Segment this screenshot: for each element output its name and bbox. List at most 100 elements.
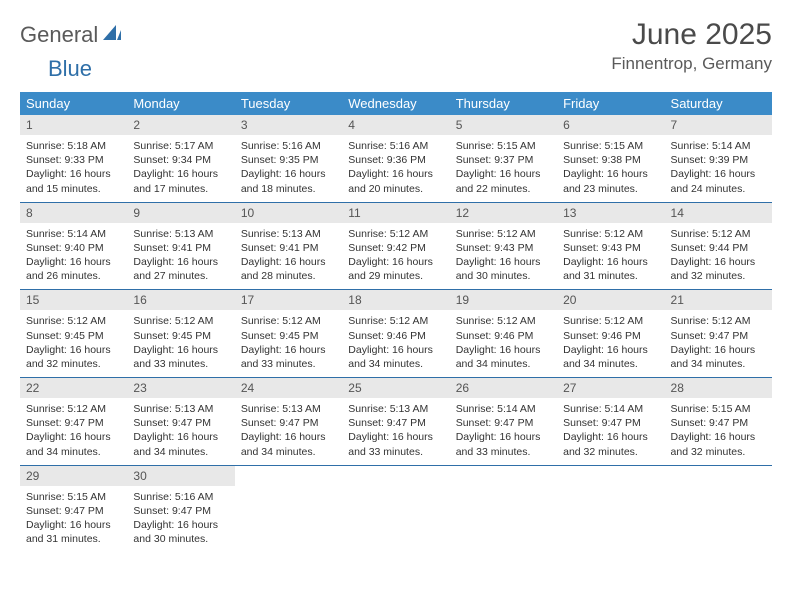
day-details: Sunrise: 5:12 AMSunset: 9:45 PMDaylight:…	[20, 310, 127, 377]
day-number: 20	[557, 290, 664, 310]
day-details: Sunrise: 5:13 AMSunset: 9:41 PMDaylight:…	[127, 223, 234, 290]
day-details: Sunrise: 5:15 AMSunset: 9:47 PMDaylight:…	[665, 398, 772, 465]
day-details: Sunrise: 5:13 AMSunset: 9:47 PMDaylight:…	[127, 398, 234, 465]
calendar-day-cell: 5Sunrise: 5:15 AMSunset: 9:37 PMDaylight…	[450, 115, 557, 202]
calendar-day-cell: 8Sunrise: 5:14 AMSunset: 9:40 PMDaylight…	[20, 202, 127, 290]
calendar-day-cell: 30Sunrise: 5:16 AMSunset: 9:47 PMDayligh…	[127, 465, 234, 552]
weekday-header: Monday	[127, 92, 234, 115]
day-number: 24	[235, 378, 342, 398]
day-number: 4	[342, 115, 449, 135]
calendar-day-cell: 3Sunrise: 5:16 AMSunset: 9:35 PMDaylight…	[235, 115, 342, 202]
calendar-day-cell: 15Sunrise: 5:12 AMSunset: 9:45 PMDayligh…	[20, 290, 127, 378]
day-details: Sunrise: 5:13 AMSunset: 9:47 PMDaylight:…	[342, 398, 449, 465]
calendar-week-row: 22Sunrise: 5:12 AMSunset: 9:47 PMDayligh…	[20, 378, 772, 466]
day-number: 15	[20, 290, 127, 310]
day-number: 23	[127, 378, 234, 398]
calendar-day-cell: 26Sunrise: 5:14 AMSunset: 9:47 PMDayligh…	[450, 378, 557, 466]
day-number: 28	[665, 378, 772, 398]
weekday-header: Thursday	[450, 92, 557, 115]
day-details: Sunrise: 5:13 AMSunset: 9:47 PMDaylight:…	[235, 398, 342, 465]
day-details: Sunrise: 5:12 AMSunset: 9:46 PMDaylight:…	[557, 310, 664, 377]
day-details: Sunrise: 5:15 AMSunset: 9:37 PMDaylight:…	[450, 135, 557, 202]
day-number: 1	[20, 115, 127, 135]
calendar-day-cell: 20Sunrise: 5:12 AMSunset: 9:46 PMDayligh…	[557, 290, 664, 378]
day-number: 21	[665, 290, 772, 310]
day-number: 11	[342, 203, 449, 223]
calendar-day-cell: 16Sunrise: 5:12 AMSunset: 9:45 PMDayligh…	[127, 290, 234, 378]
calendar-day-cell: 17Sunrise: 5:12 AMSunset: 9:45 PMDayligh…	[235, 290, 342, 378]
day-details: Sunrise: 5:12 AMSunset: 9:47 PMDaylight:…	[665, 310, 772, 377]
calendar-empty-cell	[235, 465, 342, 552]
day-details: Sunrise: 5:12 AMSunset: 9:42 PMDaylight:…	[342, 223, 449, 290]
calendar-day-cell: 18Sunrise: 5:12 AMSunset: 9:46 PMDayligh…	[342, 290, 449, 378]
calendar-empty-cell	[557, 465, 664, 552]
calendar-day-cell: 14Sunrise: 5:12 AMSunset: 9:44 PMDayligh…	[665, 202, 772, 290]
calendar-day-cell: 11Sunrise: 5:12 AMSunset: 9:42 PMDayligh…	[342, 202, 449, 290]
day-number: 14	[665, 203, 772, 223]
day-number: 22	[20, 378, 127, 398]
day-number: 18	[342, 290, 449, 310]
calendar-day-cell: 13Sunrise: 5:12 AMSunset: 9:43 PMDayligh…	[557, 202, 664, 290]
day-number: 10	[235, 203, 342, 223]
weekday-header: Friday	[557, 92, 664, 115]
calendar-day-cell: 25Sunrise: 5:13 AMSunset: 9:47 PMDayligh…	[342, 378, 449, 466]
calendar-empty-cell	[342, 465, 449, 552]
weekday-header: Wednesday	[342, 92, 449, 115]
calendar-week-row: 1Sunrise: 5:18 AMSunset: 9:33 PMDaylight…	[20, 115, 772, 202]
calendar-empty-cell	[665, 465, 772, 552]
weekday-header: Tuesday	[235, 92, 342, 115]
day-number: 6	[557, 115, 664, 135]
calendar-day-cell: 10Sunrise: 5:13 AMSunset: 9:41 PMDayligh…	[235, 202, 342, 290]
day-number: 9	[127, 203, 234, 223]
day-number: 29	[20, 466, 127, 486]
day-details: Sunrise: 5:14 AMSunset: 9:47 PMDaylight:…	[557, 398, 664, 465]
weekday-header-row: SundayMondayTuesdayWednesdayThursdayFrid…	[20, 92, 772, 115]
day-number: 27	[557, 378, 664, 398]
day-details: Sunrise: 5:12 AMSunset: 9:46 PMDaylight:…	[450, 310, 557, 377]
calendar-day-cell: 24Sunrise: 5:13 AMSunset: 9:47 PMDayligh…	[235, 378, 342, 466]
calendar-day-cell: 27Sunrise: 5:14 AMSunset: 9:47 PMDayligh…	[557, 378, 664, 466]
day-number: 13	[557, 203, 664, 223]
day-details: Sunrise: 5:12 AMSunset: 9:44 PMDaylight:…	[665, 223, 772, 290]
calendar-day-cell: 29Sunrise: 5:15 AMSunset: 9:47 PMDayligh…	[20, 465, 127, 552]
logo-text-blue: Blue	[48, 56, 792, 82]
day-details: Sunrise: 5:16 AMSunset: 9:35 PMDaylight:…	[235, 135, 342, 202]
day-details: Sunrise: 5:13 AMSunset: 9:41 PMDaylight:…	[235, 223, 342, 290]
day-number: 30	[127, 466, 234, 486]
calendar-empty-cell	[450, 465, 557, 552]
calendar-week-row: 15Sunrise: 5:12 AMSunset: 9:45 PMDayligh…	[20, 290, 772, 378]
day-number: 5	[450, 115, 557, 135]
calendar-day-cell: 1Sunrise: 5:18 AMSunset: 9:33 PMDaylight…	[20, 115, 127, 202]
day-details: Sunrise: 5:12 AMSunset: 9:45 PMDaylight:…	[235, 310, 342, 377]
day-details: Sunrise: 5:15 AMSunset: 9:47 PMDaylight:…	[20, 486, 127, 553]
day-details: Sunrise: 5:12 AMSunset: 9:43 PMDaylight:…	[557, 223, 664, 290]
day-number: 17	[235, 290, 342, 310]
day-number: 12	[450, 203, 557, 223]
day-details: Sunrise: 5:14 AMSunset: 9:47 PMDaylight:…	[450, 398, 557, 465]
day-number: 26	[450, 378, 557, 398]
day-details: Sunrise: 5:12 AMSunset: 9:47 PMDaylight:…	[20, 398, 127, 465]
calendar-day-cell: 9Sunrise: 5:13 AMSunset: 9:41 PMDaylight…	[127, 202, 234, 290]
calendar-week-row: 8Sunrise: 5:14 AMSunset: 9:40 PMDaylight…	[20, 202, 772, 290]
day-details: Sunrise: 5:12 AMSunset: 9:43 PMDaylight:…	[450, 223, 557, 290]
calendar-week-row: 29Sunrise: 5:15 AMSunset: 9:47 PMDayligh…	[20, 465, 772, 552]
logo: General	[20, 18, 124, 48]
calendar-table: SundayMondayTuesdayWednesdayThursdayFrid…	[20, 92, 772, 552]
day-details: Sunrise: 5:17 AMSunset: 9:34 PMDaylight:…	[127, 135, 234, 202]
logo-sail-icon	[102, 24, 122, 47]
calendar-day-cell: 28Sunrise: 5:15 AMSunset: 9:47 PMDayligh…	[665, 378, 772, 466]
logo-text-general: General	[20, 22, 98, 48]
calendar-day-cell: 21Sunrise: 5:12 AMSunset: 9:47 PMDayligh…	[665, 290, 772, 378]
day-details: Sunrise: 5:16 AMSunset: 9:36 PMDaylight:…	[342, 135, 449, 202]
calendar-day-cell: 2Sunrise: 5:17 AMSunset: 9:34 PMDaylight…	[127, 115, 234, 202]
calendar-day-cell: 6Sunrise: 5:15 AMSunset: 9:38 PMDaylight…	[557, 115, 664, 202]
day-number: 19	[450, 290, 557, 310]
calendar-day-cell: 4Sunrise: 5:16 AMSunset: 9:36 PMDaylight…	[342, 115, 449, 202]
page-title: June 2025	[611, 18, 772, 52]
calendar-day-cell: 7Sunrise: 5:14 AMSunset: 9:39 PMDaylight…	[665, 115, 772, 202]
day-number: 16	[127, 290, 234, 310]
day-number: 8	[20, 203, 127, 223]
calendar-day-cell: 12Sunrise: 5:12 AMSunset: 9:43 PMDayligh…	[450, 202, 557, 290]
day-details: Sunrise: 5:16 AMSunset: 9:47 PMDaylight:…	[127, 486, 234, 553]
day-number: 3	[235, 115, 342, 135]
